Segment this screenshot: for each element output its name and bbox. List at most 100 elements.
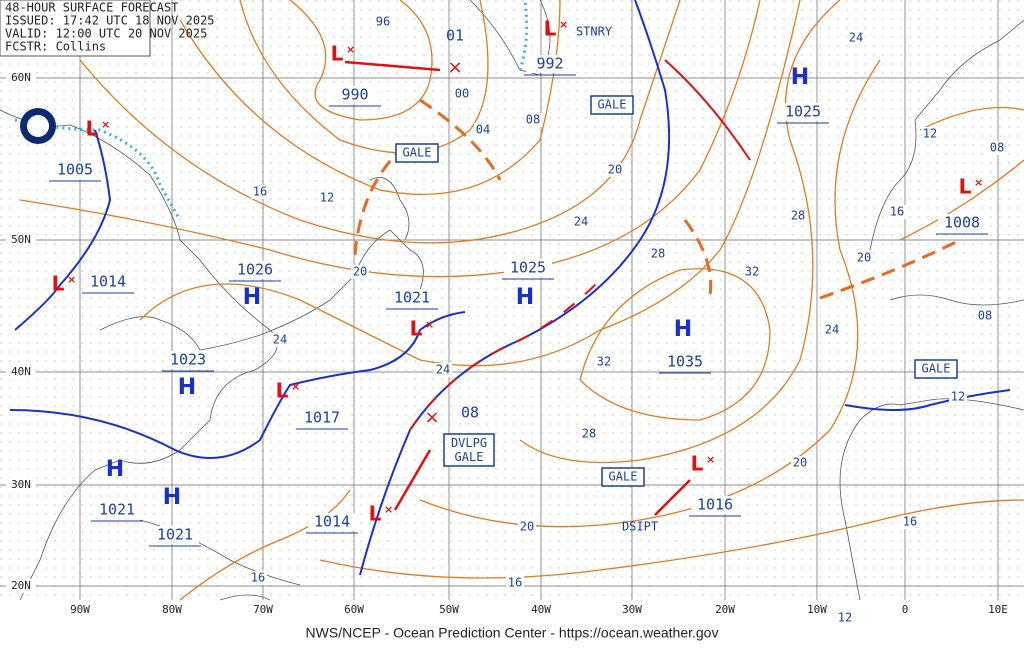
lon-label-bg xyxy=(709,603,741,617)
annotation-box xyxy=(590,95,634,115)
pressure-bg xyxy=(691,496,739,514)
isobar-label: 20 xyxy=(857,251,871,265)
low-x: × xyxy=(706,453,715,466)
header-box xyxy=(0,0,151,57)
pressure-bg xyxy=(938,214,986,232)
isobar-label: 32 xyxy=(745,265,759,279)
isobar-label: 16 xyxy=(508,576,522,590)
pressure-value: 1026 xyxy=(237,261,273,279)
low-x: × xyxy=(101,118,110,131)
pressure-bg xyxy=(164,351,212,369)
gale-label: DVLPG GALE xyxy=(451,436,487,464)
forecast-position: 01 xyxy=(446,27,464,45)
lat-label-bg xyxy=(6,233,36,247)
lon-label-bg xyxy=(525,603,557,617)
isobar-label: 96 xyxy=(376,15,390,29)
pressure-bg xyxy=(331,86,379,104)
fronts xyxy=(9,0,1011,576)
pressure-value: 1023 xyxy=(170,351,206,369)
lat-label: 20N xyxy=(11,579,31,592)
isobar-label: 08 xyxy=(978,309,992,323)
pressure-bg xyxy=(779,103,827,121)
isobar-label: 16 xyxy=(251,571,265,585)
isobar-label: 04 xyxy=(476,123,490,137)
high-letter: H xyxy=(163,485,181,510)
pressure-value: 1014 xyxy=(90,273,126,291)
low-letter: L xyxy=(331,42,344,66)
isobar-label-bg xyxy=(855,251,873,265)
lon-label: 10W xyxy=(807,603,827,616)
low-letter: L xyxy=(369,502,382,526)
forecast-x: × xyxy=(447,57,462,78)
annotation: DSIPT xyxy=(622,520,658,534)
pressure-bg xyxy=(388,289,436,307)
isobar-label: 20 xyxy=(608,163,622,177)
isobar-label-bg xyxy=(823,323,841,337)
pressure-value: 1025 xyxy=(785,103,821,121)
isobar-label-bg xyxy=(374,15,392,29)
annotation-box xyxy=(395,143,439,163)
low-letter: L xyxy=(276,379,289,403)
lon-label-bg xyxy=(156,603,188,617)
isobar-label-bg xyxy=(988,141,1006,155)
isobar-label-bg xyxy=(836,611,854,625)
pressure-bg xyxy=(298,409,346,427)
high-letter: H xyxy=(106,457,124,482)
low-letter: L xyxy=(410,317,423,341)
pressure-bg xyxy=(151,526,199,544)
isobar-label: 20 xyxy=(793,456,807,470)
gale-label: GALE xyxy=(922,362,951,376)
high-letter: H xyxy=(791,65,809,90)
isobar-label: 12 xyxy=(320,191,334,205)
lon-label-bg xyxy=(64,603,96,617)
forecast-x: × xyxy=(424,407,439,428)
lat-label-bg xyxy=(6,579,36,593)
lat-label-bg xyxy=(6,71,36,85)
pressure-bg xyxy=(661,353,709,371)
low-x: × xyxy=(346,43,355,56)
pressure-value: 1035 xyxy=(667,353,703,371)
pressure-value: 1021 xyxy=(99,501,135,519)
header-line: FCSTR: Collins xyxy=(5,40,106,54)
isobar-label: 16 xyxy=(253,185,267,199)
isobar-label-bg xyxy=(649,247,667,261)
isobar-label: 12 xyxy=(951,390,965,404)
low-x: × xyxy=(384,503,393,516)
low-letter: L xyxy=(959,175,972,199)
lon-label: 20W xyxy=(715,603,735,616)
low-x: × xyxy=(974,176,983,189)
isobar-label-bg xyxy=(318,191,336,205)
isobar-label-bg xyxy=(271,333,289,347)
isobar-label: 20 xyxy=(353,265,367,279)
isobar-label-bg xyxy=(518,520,536,534)
isobar-label-bg xyxy=(572,215,590,229)
isobar-label-bg xyxy=(976,309,994,323)
isobar-label: 24 xyxy=(273,333,287,347)
lat-label: 60N xyxy=(11,71,31,84)
gale-label: GALE xyxy=(609,470,638,484)
pressure-value: 1025 xyxy=(510,259,546,277)
gale-label: GALE xyxy=(598,98,627,112)
footer: NWS/NCEP - Ocean Prediction Center - htt… xyxy=(306,625,719,641)
low-letter: L xyxy=(691,452,704,476)
high-letter: H xyxy=(178,375,196,400)
high-letter: H xyxy=(516,285,534,310)
isobar-label-bg xyxy=(847,31,865,45)
lat-label: 50N xyxy=(11,233,31,246)
isobar-label-bg xyxy=(791,456,809,470)
map-background xyxy=(0,0,1024,600)
pressure-value: 1014 xyxy=(314,513,350,531)
lon-label-bg xyxy=(801,603,833,617)
pressure-value: 992 xyxy=(536,55,563,73)
isobar-label-bg xyxy=(949,390,967,404)
header-line: VALID: 12:00 UTC 20 NOV 2025 xyxy=(5,27,207,41)
isobar-label: 16 xyxy=(903,515,917,529)
forecast-position: 08 xyxy=(461,404,479,422)
header-line: 48-HOUR SURFACE FORECAST xyxy=(5,1,178,15)
isobar-label: 24 xyxy=(574,215,588,229)
lon-label: 10E xyxy=(988,603,1008,616)
lon-label-bg xyxy=(433,603,465,617)
isobar-label: 28 xyxy=(651,247,665,261)
low-letter: L xyxy=(544,17,557,41)
